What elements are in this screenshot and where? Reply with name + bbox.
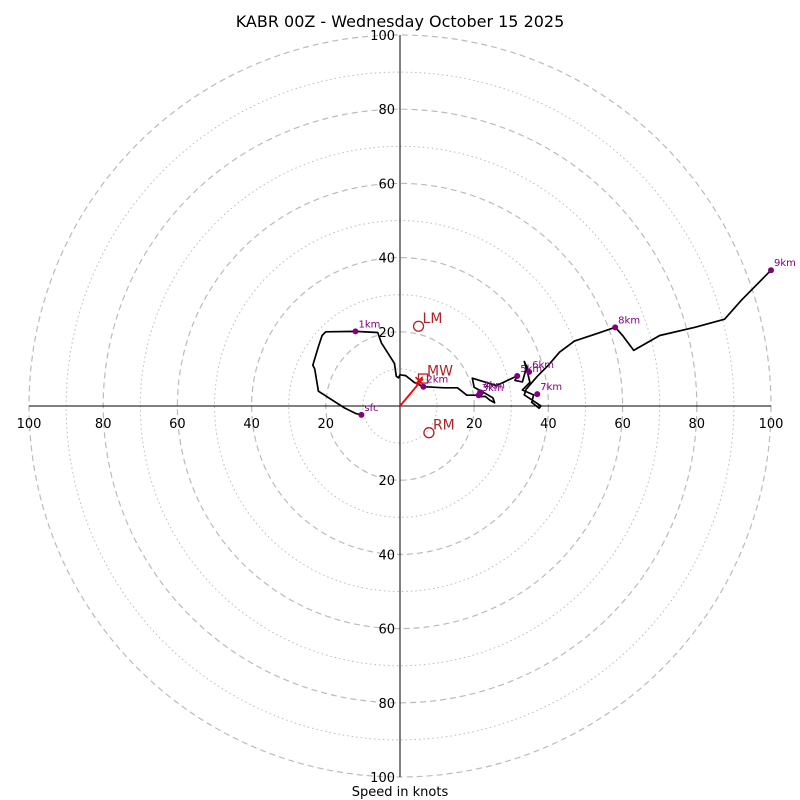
y-tick-label: 100 [370,771,395,786]
y-tick-label: 60 [378,623,395,638]
storm-label-LM: LM [423,311,443,327]
y-tick-label: 60 [378,177,395,192]
x-tick-label: 60 [614,417,631,432]
y-tick-label: 40 [378,548,395,563]
height-label-sfc: sfc [364,403,378,414]
hodograph-trace [311,269,772,416]
y-tick-label: 20 [378,326,395,341]
y-tick-label: 100 [370,29,395,44]
x-tick-label: 60 [169,417,186,432]
x-axis-label: Speed in knots [352,785,449,800]
height-label-4km: 4km [483,380,505,391]
height-marker-7km [534,391,541,398]
x-tick-label: 80 [95,417,112,432]
height-marker-8km [612,324,619,331]
height-marker-9km [768,267,774,274]
storm-motion-markers: LM MW RM [412,311,455,439]
y-tick-label: 80 [378,697,395,712]
height-label-5km: 5km [520,364,542,375]
height-marker-1km [352,328,359,335]
height-label-7km: 7km [540,382,562,393]
y-tick-label: 40 [378,252,395,267]
storm-marker-LM [412,320,425,332]
hodograph-trace-group [311,269,772,416]
x-tick-label: 80 [689,417,706,432]
x-tick-label: 40 [243,417,260,432]
height-marker-4km [477,389,484,396]
x-tick-label: 20 [466,417,483,432]
x-tick-label: 40 [540,417,557,432]
height-label-1km: 1km [358,319,380,330]
height-label-9km: 9km [774,258,796,269]
y-tick-label: 20 [378,474,395,489]
storm-marker-RM [423,427,435,439]
height-label-8km: 8km [618,315,640,326]
x-tick-label: 100 [759,417,784,432]
chart-title: KABR 00Z - Wednesday October 15 2025 [236,12,565,31]
height-label-6km: 6km [532,360,554,371]
height-label-3km: 3km [482,383,504,394]
height-label-2km: 2km [426,375,448,386]
height-marker-sfc [358,411,365,418]
storm-marker-MW [417,373,429,384]
tick-labels: 100 100 80 80 60 60 40 40 20 20 20 20 40 40 60 60 80 80 10… [17,29,784,786]
height-marker-5km [514,372,521,379]
height-marker-2km [420,383,427,390]
storm-label-RM: RM [433,418,455,434]
x-tick-label: 100 [17,417,42,432]
y-tick-label: 80 [378,103,395,118]
height-marker-6km [526,368,533,375]
storm-label-MW: MW [427,364,453,380]
x-tick-label: 20 [318,417,335,432]
